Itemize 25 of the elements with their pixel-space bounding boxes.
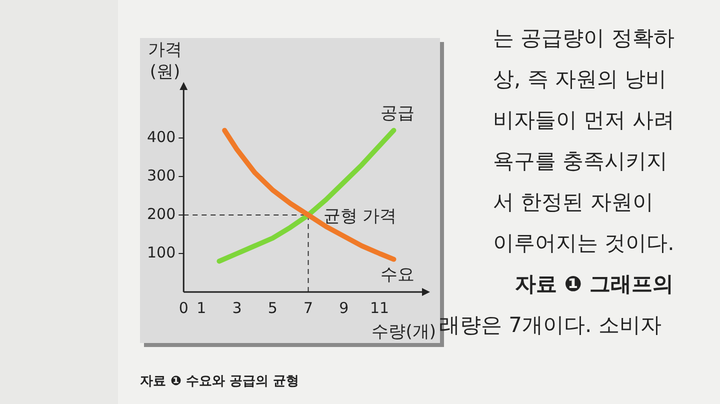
y-axis-title: 가격 (원)	[148, 40, 182, 82]
y-tick-label: 200	[146, 204, 176, 223]
text: 래량은 7개이다. 소비자	[439, 312, 662, 339]
text: 자료 ❶ 수요와 공급의 균형	[140, 373, 300, 390]
series-label: 수요	[380, 265, 415, 286]
x-tick-label: 0	[178, 298, 188, 317]
y-tick-label: 300	[146, 166, 176, 184]
series-label: 공급	[380, 103, 415, 124]
y-tick-label: 100	[146, 243, 176, 262]
text: 상, 즉 자원의 낭비	[493, 66, 668, 93]
text: 서 한정된 자원이	[493, 189, 654, 216]
x-tick-label: 1	[196, 298, 206, 317]
text: 욕구를 충족시키지	[493, 148, 669, 175]
y-tick-label: 400	[146, 128, 176, 146]
text: 는 공급량이 정확하	[493, 25, 674, 52]
x-tick-label: 11	[370, 298, 390, 317]
x-tick-label: 3	[232, 298, 242, 317]
x-tick-label: 5	[268, 298, 278, 317]
text: 이루어지는 것이다.	[493, 230, 674, 257]
annotation: 균형 가격	[323, 206, 397, 226]
text: 자료 ❶ 그래프의	[514, 271, 674, 298]
x-tick-label: 9	[339, 298, 349, 317]
x-tick-label: 7	[303, 298, 314, 317]
x-axis-title: 수량(개)	[372, 322, 436, 342]
text: 비자들이 먼저 사려	[493, 107, 674, 134]
